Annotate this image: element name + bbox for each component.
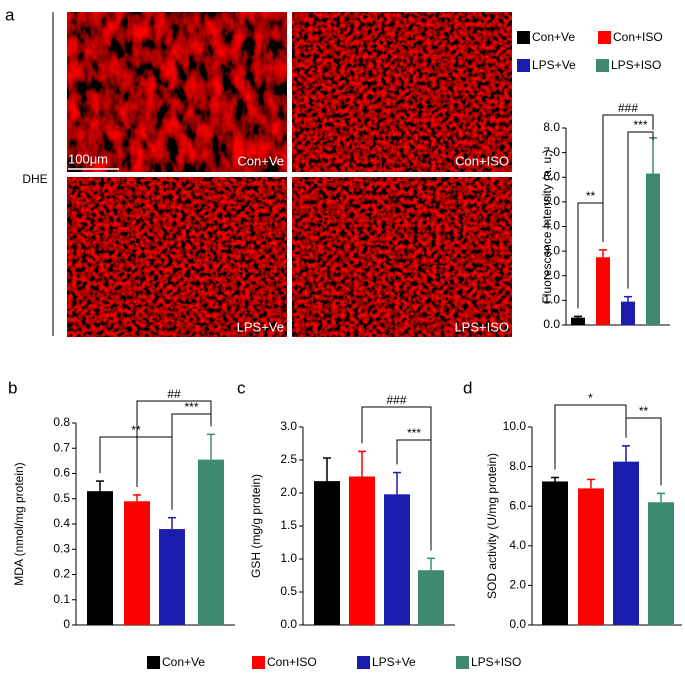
y-tick-label: 0.5 [280, 584, 297, 598]
panel-label: a [5, 5, 15, 24]
significance-label: ** [639, 404, 649, 418]
bar [124, 501, 150, 625]
bar [596, 257, 610, 325]
y-tick-label: 3.0 [280, 419, 297, 433]
bar [87, 491, 113, 625]
significance-label: * [588, 391, 593, 405]
significance-label: *** [633, 118, 647, 132]
panel-label: b [8, 378, 17, 397]
legend-swatch [517, 59, 530, 72]
y-tick-label: 0.6 [53, 466, 70, 480]
image-label: LPS+ISO [454, 319, 509, 334]
significance-label: ### [618, 101, 638, 115]
micrograph [292, 177, 512, 337]
y-tick-label: 1.5 [280, 518, 297, 532]
significance-bracket [602, 114, 654, 242]
legend-label: LPS+ISO [471, 655, 521, 669]
y-tick-label: 8.0 [543, 120, 560, 134]
bar [198, 459, 224, 625]
significance-bracket [625, 417, 662, 486]
y-tick-label: 8.0 [509, 459, 526, 473]
y-tick-label: 4.0 [509, 538, 526, 552]
y-tick-label: 0.2 [53, 567, 70, 581]
y-tick-label: 5.0 [543, 194, 560, 208]
significance-bracket [554, 404, 627, 470]
y-tick-label: 6.0 [543, 169, 560, 183]
legend-swatch [147, 656, 160, 669]
y-tick-label: 0.8 [53, 415, 70, 429]
bar [384, 494, 410, 625]
y-tick-label: 0.7 [53, 440, 70, 454]
y-tick-label: 4.0 [543, 219, 560, 233]
bar [613, 461, 639, 625]
significance-label: ** [131, 423, 141, 437]
bar [159, 529, 185, 625]
bar [578, 488, 604, 625]
y-tick-label: 2.0 [509, 578, 526, 592]
bar [314, 481, 340, 625]
y-tick-label: 2.0 [280, 485, 297, 499]
legend-swatch [357, 656, 370, 669]
y-tick-label: 1.0 [280, 551, 297, 565]
legend-label: LPS+Ve [532, 58, 576, 72]
y-axis-label: Fluorescence intensity (a. u.) [540, 149, 554, 303]
legend-swatch [517, 31, 530, 44]
bar [648, 502, 674, 625]
y-tick-label: 0.0 [543, 317, 560, 331]
significance-bracket [396, 439, 432, 551]
y-tick-label: 1.0 [543, 293, 560, 307]
legend-label: Con+Ve [532, 30, 575, 44]
y-tick-label: 0.1 [53, 592, 70, 606]
significance-label: ## [167, 387, 181, 401]
bar [646, 173, 660, 325]
bar [349, 476, 375, 625]
image-label: Con+Ve [237, 153, 284, 168]
legend-label: Con+ISO [613, 30, 663, 44]
y-axis-label: MDA (nmol/mg protein) [12, 462, 26, 585]
significance-label: ### [386, 393, 406, 407]
y-axis-label: SOD activity (U/mg protein) [485, 453, 499, 599]
stain-label: DHE [22, 172, 47, 186]
y-tick-label: 0.0 [509, 617, 526, 631]
significance-label: *** [407, 426, 421, 440]
legend-label: Con+ISO [267, 655, 317, 669]
significance-label: ** [586, 189, 596, 203]
micrograph [292, 12, 512, 172]
legend-label: LPS+ISO [611, 58, 661, 72]
panel-label: c [237, 378, 246, 397]
y-tick-label: 0.5 [53, 491, 70, 505]
legend-swatch [596, 59, 609, 72]
legend-swatch [598, 31, 611, 44]
y-tick-label: 0 [63, 617, 70, 631]
image-label: Con+ISO [455, 153, 509, 168]
y-axis-label: GSH (mg/g protein) [249, 474, 263, 578]
y-tick-label: 0.0 [280, 617, 297, 631]
bar [621, 301, 635, 325]
significance-bracket [627, 131, 654, 289]
bar [418, 570, 444, 625]
y-tick-label: 0.3 [53, 541, 70, 555]
panel-label: d [463, 378, 472, 397]
y-tick-label: 2.0 [543, 268, 560, 282]
y-tick-label: 0.4 [53, 516, 70, 530]
legend-label: LPS+Ve [372, 655, 416, 669]
significance-bracket [171, 413, 212, 510]
y-tick-label: 2.5 [280, 452, 297, 466]
bar [571, 317, 585, 325]
micrograph [67, 177, 287, 337]
legend-swatch [252, 656, 265, 669]
micrograph [67, 12, 287, 172]
scale-bar-label: 100μm [68, 151, 108, 166]
legend-label: Con+Ve [162, 655, 205, 669]
image-label: LPS+Ve [237, 319, 284, 334]
y-tick-label: 7.0 [543, 145, 560, 159]
bar [542, 481, 568, 625]
y-tick-label: 3.0 [543, 243, 560, 257]
y-tick-label: 10.0 [503, 419, 527, 433]
significance-label: *** [184, 400, 198, 414]
y-tick-label: 6.0 [509, 498, 526, 512]
legend-swatch [456, 656, 469, 669]
